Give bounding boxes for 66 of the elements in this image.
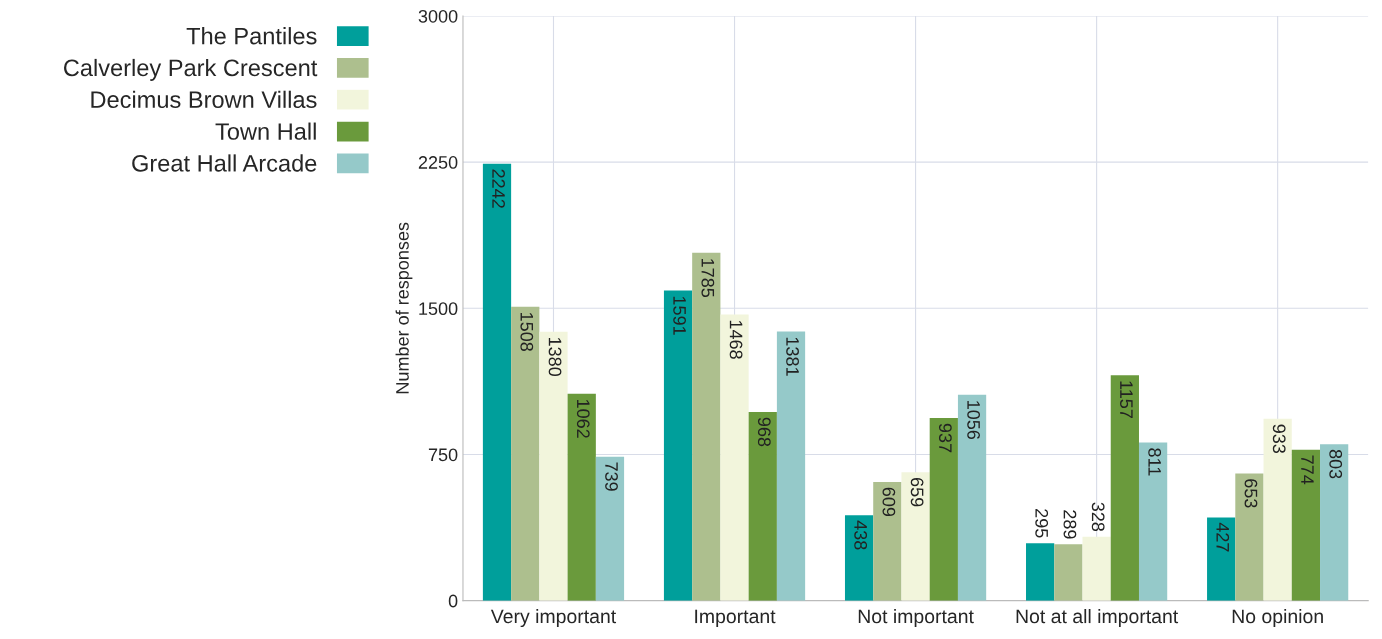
data-label: 739 bbox=[605, 462, 618, 491]
bar bbox=[1291, 449, 1321, 601]
bar bbox=[1054, 544, 1083, 601]
bar bbox=[844, 515, 874, 601]
bar bbox=[663, 290, 693, 601]
y-tick-label: 2250 bbox=[418, 156, 458, 169]
data-label: 2242 bbox=[492, 169, 505, 208]
bar bbox=[1082, 536, 1111, 601]
bar bbox=[873, 481, 902, 601]
bar bbox=[929, 418, 958, 601]
legend-label: Great Hall Arcade bbox=[132, 154, 317, 172]
bar bbox=[511, 306, 540, 601]
data-label: 609 bbox=[882, 487, 896, 517]
data-label: 295 bbox=[1035, 509, 1049, 538]
bar bbox=[539, 331, 568, 601]
bar bbox=[901, 472, 930, 601]
bar bbox=[1026, 543, 1055, 601]
y-axis-title: Number of responses bbox=[395, 222, 413, 394]
legend-label: The Pantiles bbox=[186, 27, 317, 45]
data-label: 1785 bbox=[701, 259, 715, 298]
x-tick-label: Not at all important bbox=[1016, 608, 1179, 628]
x-tick-label: No opinion bbox=[1232, 608, 1323, 628]
data-label: 811 bbox=[1148, 448, 1162, 476]
bar bbox=[595, 456, 625, 601]
data-label: 438 bbox=[854, 520, 868, 550]
bar bbox=[1207, 517, 1236, 601]
bar bbox=[1138, 442, 1168, 601]
x-tick-label: Very important bbox=[490, 608, 617, 628]
data-label: 1157 bbox=[1120, 381, 1133, 418]
legend-label: Decimus Brown Villas bbox=[91, 90, 317, 109]
data-label: 1591 bbox=[673, 296, 686, 335]
bar bbox=[957, 394, 987, 601]
y-tick-label: 0 bbox=[448, 594, 458, 608]
bar bbox=[482, 163, 512, 601]
data-label: 937 bbox=[938, 423, 952, 453]
data-label: 933 bbox=[1272, 424, 1286, 454]
legend-label: Calverley Park Crescent bbox=[64, 58, 318, 81]
data-label: 774 bbox=[1301, 455, 1314, 485]
data-label: 1508 bbox=[520, 313, 534, 352]
bar bbox=[776, 331, 806, 601]
y-tick-label: 3000 bbox=[418, 9, 458, 23]
x-tick-label: Important bbox=[695, 609, 776, 628]
data-label: 653 bbox=[1244, 479, 1258, 508]
bar bbox=[1263, 418, 1292, 601]
y-tick-label: 750 bbox=[428, 448, 458, 462]
data-label: 659 bbox=[910, 478, 924, 507]
bar bbox=[567, 393, 596, 601]
data-label: 803 bbox=[1329, 449, 1343, 479]
data-label: 1468 bbox=[729, 320, 743, 359]
data-label: 1380 bbox=[548, 337, 562, 377]
data-label: 427 bbox=[1216, 522, 1230, 552]
data-label: 1062 bbox=[576, 399, 590, 438]
bar bbox=[1110, 375, 1139, 601]
data-label: 289 bbox=[1063, 510, 1077, 539]
y-tick-label: 1500 bbox=[419, 302, 458, 316]
data-label: 1381 bbox=[786, 337, 799, 376]
bar bbox=[1235, 473, 1264, 601]
data-label: 968 bbox=[757, 417, 771, 447]
data-label: 328 bbox=[1091, 502, 1105, 532]
data-label: 1056 bbox=[967, 401, 980, 440]
bar bbox=[692, 252, 721, 601]
legend-label: Town Hall bbox=[215, 122, 316, 140]
bar bbox=[1320, 444, 1349, 601]
x-tick-label: Not important bbox=[858, 608, 974, 628]
bar bbox=[720, 314, 749, 601]
bar bbox=[748, 412, 777, 601]
